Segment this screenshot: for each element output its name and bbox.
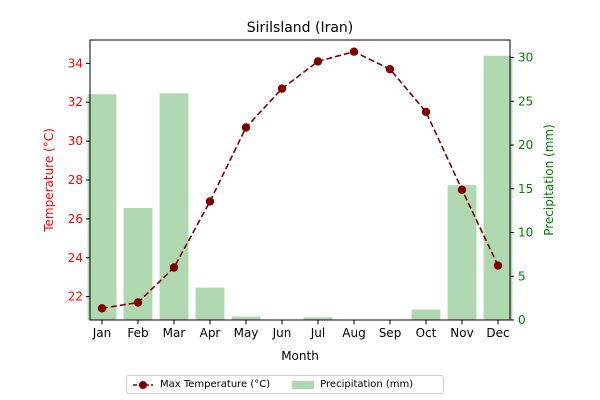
- legend-label-precipitation: Precipitation (mm): [320, 379, 414, 390]
- temperature-point: [385, 64, 395, 74]
- precipitation-bar: [447, 185, 477, 320]
- y-right-tick-label: 30: [518, 51, 533, 65]
- y-left-tick-label: 30: [68, 134, 83, 148]
- x-tick-label: Feb: [127, 326, 148, 340]
- y-right-tick-label: 20: [518, 138, 533, 152]
- temperature-point: [457, 185, 467, 194]
- temperature-point: [97, 304, 107, 313]
- plot-frame: [89, 39, 511, 321]
- legend-bar-swatch-icon: [292, 380, 315, 389]
- temperature-point: [277, 84, 287, 93]
- x-axis-label: Month: [281, 349, 319, 363]
- temperature-point: [205, 197, 215, 206]
- temperature-line: [97, 47, 503, 313]
- y-right-tick-label: 15: [518, 182, 533, 196]
- y-left-tick-label: 22: [68, 290, 83, 304]
- precipitation-bar: [195, 287, 225, 320]
- temperature-line-path: [101, 50, 499, 310]
- y-left-tick-label: 34: [68, 56, 83, 70]
- y-right-tick-label: 25: [518, 94, 533, 108]
- precipitation-bar: [87, 94, 117, 320]
- x-tick-label: Jun: [272, 326, 292, 340]
- chart-title: Sirilsland (Iran): [247, 20, 354, 36]
- y-left-tick-label: 26: [68, 212, 83, 226]
- precipitation-bar: [159, 93, 189, 320]
- x-axis: Jan Feb Mar Apr May Jun Jul Aug Sep Oct Nov Dec: [92, 320, 510, 340]
- y-axis-right: 0 5 10 15 20 25 30: [510, 51, 533, 327]
- x-tick-label: Jan: [92, 326, 112, 340]
- temperature-point: [313, 57, 323, 66]
- y-right-tick-label: 5: [518, 269, 526, 283]
- precipitation-bar: [303, 317, 333, 320]
- x-tick-label: Aug: [342, 326, 365, 340]
- temperature-point: [493, 261, 503, 270]
- legend-item-precipitation: Precipitation (mm): [292, 379, 413, 390]
- y-right-tick-label: 0: [518, 313, 526, 327]
- temperature-point: [421, 107, 431, 117]
- legend-item-temperature: Max Temperature (°C): [132, 379, 270, 390]
- precipitation-bar: [483, 55, 513, 320]
- x-tick-label: Dec: [486, 326, 509, 340]
- legend-line-marker-icon: [133, 380, 153, 389]
- y-axis-left: 22 24 26 28 30 32 34: [68, 56, 90, 304]
- legend: Max Temperature (°C) Precipitation (mm): [126, 375, 444, 394]
- x-tick-label: Apr: [200, 326, 221, 340]
- y-axis-right-label: Precipitation (mm): [542, 124, 556, 236]
- x-tick-label: Nov: [450, 326, 473, 340]
- y-left-tick-label: 24: [68, 251, 83, 265]
- temperature-point: [349, 47, 359, 56]
- precipitation-bar: [231, 316, 261, 320]
- x-tick-label: Mar: [163, 326, 186, 340]
- precipitation-bar: [411, 309, 441, 320]
- x-tick-label: Jul: [310, 326, 325, 340]
- y-left-tick-label: 28: [68, 173, 83, 187]
- temperature-point: [133, 298, 143, 307]
- temperature-point: [241, 123, 251, 132]
- y-axis-left-label: Temperature (°C): [42, 128, 56, 233]
- x-tick-label: Sep: [379, 326, 402, 340]
- legend-label-temperature: Max Temperature (°C): [160, 379, 271, 390]
- precipitation-bars: [87, 55, 513, 320]
- x-tick-label: May: [234, 326, 259, 340]
- y-left-tick-label: 32: [68, 95, 83, 109]
- x-tick-label: Oct: [416, 326, 437, 340]
- y-right-tick-label: 10: [518, 226, 533, 240]
- temperature-point: [169, 263, 179, 272]
